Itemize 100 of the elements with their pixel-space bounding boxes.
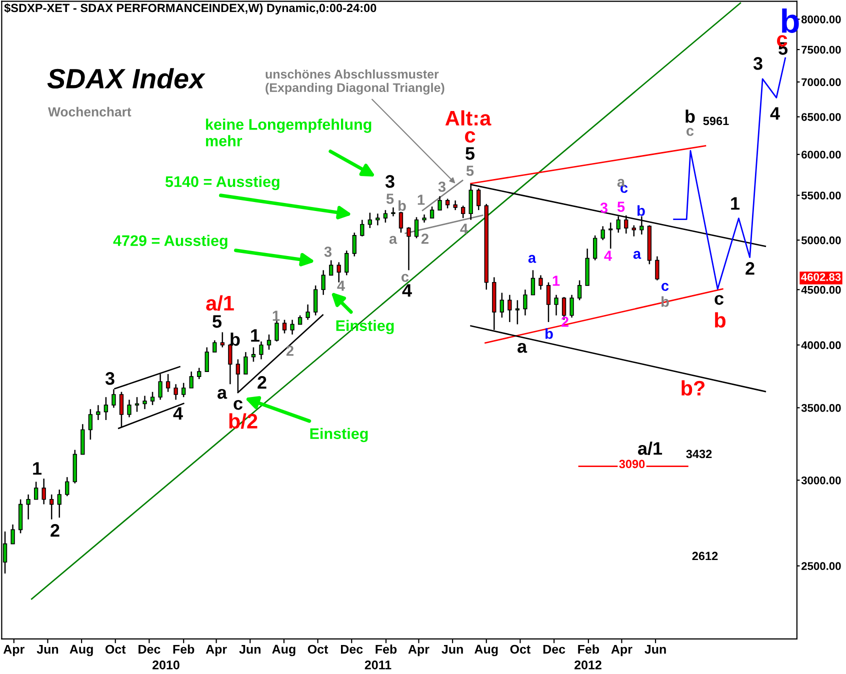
y-tick-label: 3500.00 (801, 404, 841, 412)
annotation: a (389, 236, 398, 244)
annotation: keine Longempfehlung mehr (206, 118, 372, 146)
annotation: a (528, 254, 536, 263)
candlestick (329, 260, 334, 276)
x-tick-label: Feb (173, 644, 194, 654)
y-tick-label: 6500.00 (802, 113, 841, 121)
annotation: Alt:a (445, 110, 492, 126)
candlestick (508, 294, 512, 323)
annotation: c (686, 128, 694, 136)
candlestick (10, 524, 15, 544)
candlestick (50, 494, 54, 520)
candlestick (554, 294, 558, 316)
candlestick (624, 214, 628, 234)
candlestick (500, 292, 504, 318)
annotation: 2 (746, 262, 754, 275)
y-tick-label: 8000.00 (801, 15, 841, 24)
annotation: a (617, 178, 626, 187)
candlestick (592, 234, 598, 261)
y-tick-label: 6000.00 (802, 150, 841, 159)
text: 2010 (152, 660, 180, 670)
candlestick (430, 206, 434, 219)
annotation: a (518, 342, 528, 353)
annotation: 3 (438, 182, 446, 192)
candlestick (34, 481, 38, 500)
candlestick (632, 224, 636, 237)
candlestick (538, 274, 543, 290)
candlestick (546, 282, 551, 323)
annotation: 1 (552, 276, 560, 286)
candlestick (174, 384, 178, 400)
annotation: 1 (272, 310, 280, 321)
annotation: c (465, 131, 476, 143)
annotation: 4 (460, 224, 468, 234)
annotation: 1 (731, 197, 740, 210)
annotation: c (714, 294, 724, 305)
candlestick (515, 300, 520, 325)
text: 2012 (574, 660, 602, 670)
y-tick-label: 7000.00 (802, 78, 841, 86)
annotation: 3 (385, 175, 394, 188)
candlestick (150, 391, 155, 406)
x-tick-label: Oct (510, 644, 530, 654)
x-tick-label: Apr (3, 644, 24, 656)
y-tick-label: 4500.00 (801, 286, 841, 294)
annotation: 3 (600, 202, 608, 213)
candlestick (220, 332, 224, 348)
annotation: 5 (212, 315, 222, 328)
text: SDAX Index (47, 68, 206, 89)
annotation: 5 (466, 147, 475, 160)
candlestick (266, 334, 272, 350)
candlestick (368, 212, 372, 229)
candlestick (376, 212, 380, 226)
y-tick-label: 7500.00 (802, 46, 841, 54)
candlestick (577, 280, 582, 301)
candlestick (438, 196, 442, 211)
annotation: 3 (753, 57, 762, 70)
annotation: 4729 = Ausstieg (113, 234, 228, 250)
candlestick (104, 396, 108, 421)
x-tick-label: Jun (36, 644, 58, 654)
candlestick (383, 209, 388, 224)
candlestick (182, 382, 186, 398)
x-tick-label: Oct (105, 644, 126, 654)
candlestick (640, 216, 644, 236)
x-tick-label: Oct (308, 644, 328, 654)
chart-title: $SDXP-XET - SDAX PERFORMANCEINDEX,W) Dynamic,0:00-24:00 (4, 3, 376, 14)
candlestick (600, 226, 605, 241)
candlestick (134, 396, 140, 412)
annotation: b? (682, 380, 705, 396)
y-tick-label: 4000.00 (801, 341, 841, 350)
candlestick (65, 476, 70, 497)
candlestick (360, 219, 364, 237)
annotation: c (402, 274, 409, 282)
annotation: 2 (421, 234, 428, 244)
candlestick (616, 216, 620, 234)
annotation: a/1 (638, 442, 662, 456)
annotation: b (686, 110, 695, 123)
y-tick-label: 5000.00 (801, 236, 841, 244)
candlestick (204, 346, 209, 372)
annotation: 5 (466, 166, 474, 176)
candlestick (530, 270, 536, 296)
text: 4602.83 (801, 273, 841, 281)
candlestick (127, 399, 132, 418)
x-tick-label: Jun (644, 644, 666, 654)
x-tick-label: Jun (442, 644, 463, 654)
candlestick (523, 289, 528, 316)
annotation: 4 (173, 407, 183, 420)
annotation: 2 (258, 376, 266, 389)
candlestick (244, 351, 248, 375)
candlestick (352, 232, 356, 257)
annotation: 1 (33, 462, 42, 475)
annotation: c (662, 282, 669, 291)
candlestick (88, 408, 93, 440)
candlestick (212, 340, 217, 353)
text: 2011 (364, 660, 392, 670)
x-tick-label: Feb (376, 644, 397, 654)
candlestick (42, 478, 46, 505)
candlestick (655, 256, 660, 281)
candlestick (344, 250, 349, 276)
annotation: a (218, 388, 228, 399)
annotation: 5 (617, 202, 625, 212)
annotation: 4 (604, 250, 612, 261)
